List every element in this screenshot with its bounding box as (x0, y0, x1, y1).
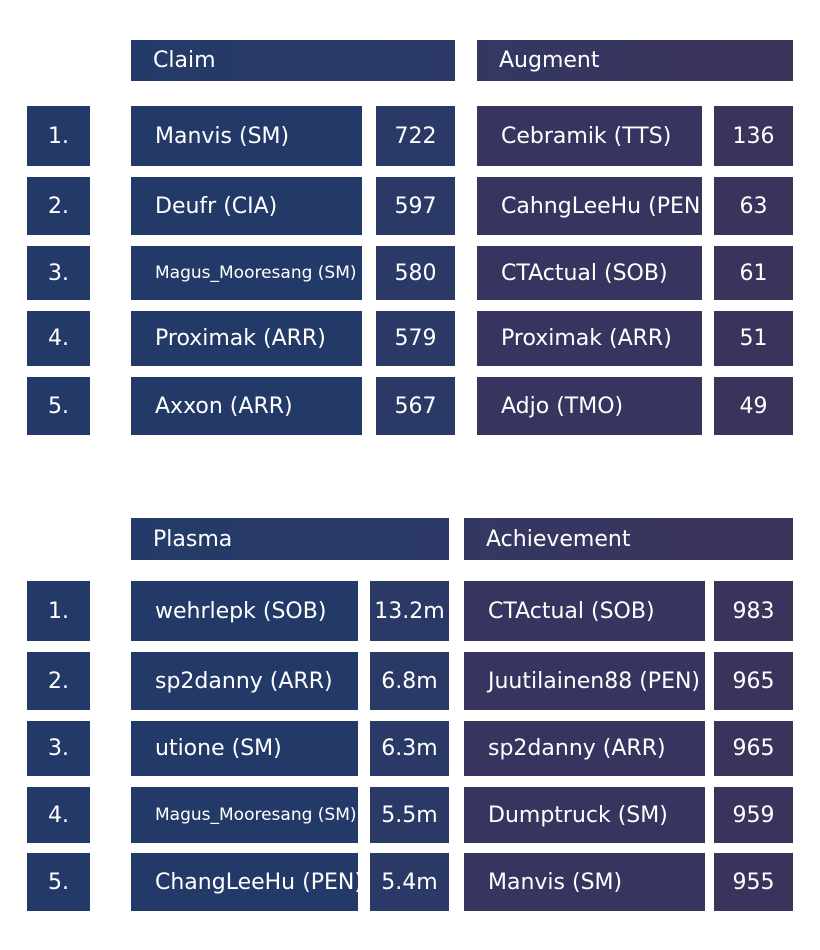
achievement-name-cell: CTActual (SOB) (464, 581, 705, 641)
augment-name-cell: CTActual (SOB) (477, 246, 702, 300)
augment-name-cell: Cebramik (TTS) (477, 106, 702, 166)
augment-name-cell: Adjo (TMO) (477, 377, 702, 435)
plasma-title: Plasma (153, 526, 233, 552)
claim-name-cell: Proximak (ARR) (131, 311, 362, 366)
plasma-value-cell: 6.3m (370, 721, 449, 776)
augment-name-cell: Proximak (ARR) (477, 311, 702, 366)
augment-value-cell: 51 (714, 311, 793, 366)
claim-value-cell: 567 (376, 377, 455, 435)
augment-value-cell: 49 (714, 377, 793, 435)
rank-cell: 5. (27, 377, 90, 435)
rank-cell: 3. (27, 721, 90, 776)
rank-cell: 2. (27, 652, 90, 710)
claim-name-cell: Deufr (CIA) (131, 177, 362, 235)
achievement-name-cell: Manvis (SM) (464, 853, 705, 911)
rank-cell: 1. (27, 581, 90, 641)
plasma-name-cell: Magus_Mooresang (SM) (131, 787, 358, 843)
rank-cell: 5. (27, 853, 90, 911)
rank-cell: 3. (27, 246, 90, 300)
augment-value-cell: 136 (714, 106, 793, 166)
plasma-value-cell: 5.4m (370, 853, 449, 911)
rank-cell: 1. (27, 106, 90, 166)
augment-title: Augment (499, 48, 600, 73)
rank-cell: 2. (27, 177, 90, 235)
plasma-value-cell: 13.2m (370, 581, 449, 641)
plasma-value-cell: 6.8m (370, 652, 449, 710)
claim-header: Claim (131, 40, 455, 81)
plasma-name-cell: ChangLeeHu (PEN) (131, 853, 358, 911)
rank-cell: 4. (27, 787, 90, 843)
plasma-name-cell: utione (SM) (131, 721, 358, 776)
augment-value-cell: 61 (714, 246, 793, 300)
achievement-name-cell: sp2danny (ARR) (464, 721, 705, 776)
plasma-name-cell: sp2danny (ARR) (131, 652, 358, 710)
claim-name-cell: Axxon (ARR) (131, 377, 362, 435)
claim-value-cell: 579 (376, 311, 455, 366)
achievement-value-cell: 959 (714, 787, 793, 843)
augment-name-cell: CahngLeeHu (PEN) (477, 177, 702, 235)
achievement-value-cell: 965 (714, 721, 793, 776)
claim-value-cell: 597 (376, 177, 455, 235)
augment-header: Augment (477, 40, 793, 81)
plasma-header: Plasma (131, 518, 449, 560)
augment-value-cell: 63 (714, 177, 793, 235)
achievement-name-cell: Dumptruck (SM) (464, 787, 705, 843)
claim-name-cell: Magus_Mooresang (SM) (131, 246, 362, 300)
achievement-name-cell: Juutilainen88 (PEN) (464, 652, 705, 710)
claim-value-cell: 580 (376, 246, 455, 300)
claim-title: Claim (153, 48, 216, 73)
achievement-header: Achievement (464, 518, 793, 560)
claim-value-cell: 722 (376, 106, 455, 166)
rank-cell: 4. (27, 311, 90, 366)
achievement-value-cell: 965 (714, 652, 793, 710)
achievement-value-cell: 983 (714, 581, 793, 641)
achievement-value-cell: 955 (714, 853, 793, 911)
plasma-value-cell: 5.5m (370, 787, 449, 843)
plasma-name-cell: wehrlepk (SOB) (131, 581, 358, 641)
achievement-title: Achievement (486, 526, 631, 552)
claim-name-cell: Manvis (SM) (131, 106, 362, 166)
